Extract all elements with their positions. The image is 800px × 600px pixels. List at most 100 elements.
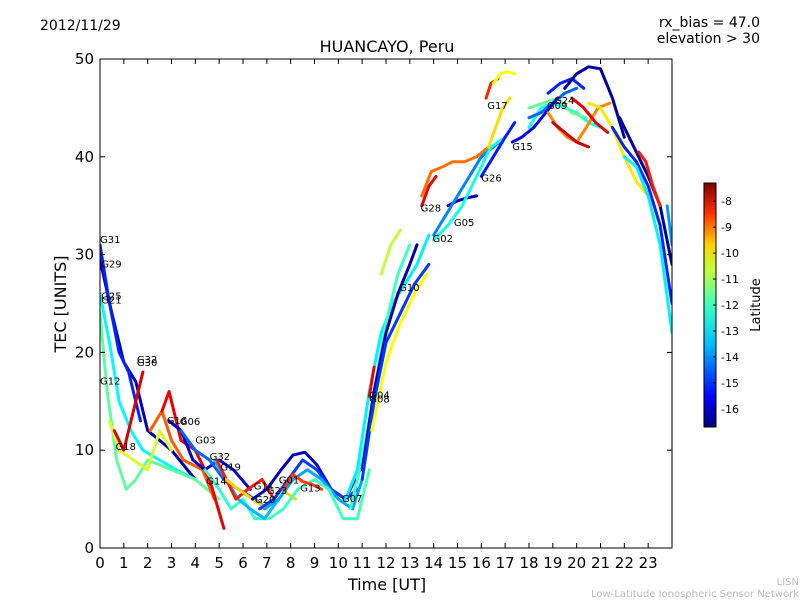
y-tick-label: 50 [75, 50, 94, 68]
series-line-track-04 [100, 311, 221, 501]
series-line-track-48 [622, 155, 672, 335]
elevation-label: elevation > 30 [657, 31, 760, 47]
date-label: 2012/11/29 [40, 18, 121, 34]
satellite-label-g01: G01 [279, 476, 299, 487]
series-line-track-18 [267, 468, 371, 521]
satellite-label-g04: G04 [369, 390, 389, 401]
satellite-label-g09: G09 [547, 101, 567, 112]
series-line-track-27 [420, 145, 490, 198]
series-line-track-16 [258, 458, 359, 511]
colorbar-tick-label: -15 [721, 377, 739, 390]
chart-title: HUANCAYO, Peru [320, 37, 455, 56]
y-axis: 0 10 20 30 40 50 [75, 50, 672, 557]
satellite-label-g06: G06 [180, 417, 200, 428]
satellite-label-g03: G03 [195, 435, 215, 446]
satellite-label-g13: G13 [300, 483, 320, 494]
series-line-track-11 [203, 468, 269, 521]
series-line-track-28 [420, 174, 438, 208]
satellite-label-g32: G32 [137, 355, 157, 366]
x-tick-label: 16 [472, 554, 491, 572]
series-line-track-49 [637, 150, 662, 208]
x-tick-label: 14 [424, 554, 443, 572]
x-tick-label: 19 [543, 554, 562, 572]
colorbar-label: Latitude [749, 278, 764, 332]
x-tick-label: 21 [591, 554, 610, 572]
series-line-track-47 [610, 126, 672, 305]
series-line-track-46 [618, 116, 672, 266]
x-axis: 0 1 2 3 4 5 6 7 8 9 10 11 12 13 14 15 16 17 18 19 20 21 22 23 [95, 59, 658, 572]
x-tick-label: 3 [167, 554, 177, 572]
rx-bias-label: rx_bias = 47.0 [659, 15, 760, 31]
satellite-label-g32: G32 [210, 452, 230, 463]
satellite-label-g28: G28 [421, 204, 441, 215]
x-tick-label: 1 [119, 554, 129, 572]
y-tick-label: 20 [75, 343, 94, 361]
series-line-track-05 [108, 419, 173, 472]
x-tick-label: 7 [262, 554, 272, 572]
series-line-track-50 [665, 204, 672, 247]
series-line-track-26 [367, 365, 376, 398]
series-line-track-31 [432, 135, 507, 242]
x-tick-label: 11 [353, 554, 372, 572]
x-tick-label: 0 [95, 554, 105, 572]
satellite-label-g02: G02 [433, 234, 453, 245]
series-line-track-40 [546, 77, 586, 95]
x-tick-label: 6 [238, 554, 248, 572]
colorbar-tick-label: -14 [721, 351, 739, 364]
x-tick-label: 10 [329, 554, 348, 572]
satellite-label-g29: G29 [101, 259, 121, 270]
colorbar-tick-label: -9 [721, 221, 732, 234]
satellite-label-g24: G24 [554, 96, 574, 107]
footer-lisn: LISN [777, 577, 799, 588]
series-line-track-03 [100, 292, 197, 481]
colorbar-tick-label: -8 [721, 195, 732, 208]
series-line-track-43 [551, 121, 591, 149]
y-tick-label: 0 [84, 539, 94, 557]
x-tick-label: 5 [214, 554, 224, 572]
series-line-track-02 [100, 243, 142, 423]
series-line-track-33 [487, 96, 512, 149]
x-tick-label: 9 [310, 554, 320, 572]
series-line-track-19 [282, 473, 324, 491]
satellite-label-g15: G15 [512, 142, 532, 153]
series-line-track-24 [370, 272, 428, 433]
satellite-label-g12: G12 [100, 377, 120, 388]
series-line-track-07 [148, 409, 216, 501]
series-line-track-44 [570, 96, 610, 134]
colorbar-ticks: -8 -9 -10 -11 -12 -13 -14 -15 -16 [713, 195, 739, 416]
series-line-track-25 [379, 228, 402, 276]
x-tick-label: 2 [143, 554, 153, 572]
satellite-label-g11: G11 [254, 481, 274, 492]
series-layer [100, 65, 672, 530]
satellite-label-g16: G16 [167, 416, 187, 427]
x-tick-label: 23 [639, 554, 658, 572]
satellite-label-layer: G31G29G25G21G12G32G30G18G16G06G03G32G19G… [100, 96, 574, 506]
satellite-label-g17: G17 [487, 101, 507, 112]
x-tick-label: 12 [376, 554, 395, 572]
satellite-label-g18: G18 [116, 442, 136, 453]
colorbar-tick-label: -13 [721, 325, 739, 338]
satellite-label-g25: G25 [101, 292, 121, 303]
series-line-track-06 [112, 370, 145, 452]
satellite-label-g31: G31 [100, 235, 120, 246]
footer-network: Low-Latitude Ionospheric Sensor Network [591, 589, 799, 600]
satellite-label-g05: G05 [454, 218, 474, 229]
y-tick-label: 30 [75, 246, 94, 264]
satellite-label-g21: G21 [101, 296, 121, 307]
satellite-label-g20: G20 [255, 495, 275, 506]
x-tick-label: 4 [191, 554, 201, 572]
colorbar-tick-label: -12 [721, 299, 739, 312]
y-tick-label: 40 [75, 148, 94, 166]
series-line-track-32 [479, 121, 517, 178]
series-line-track-23 [360, 262, 431, 481]
satellite-label-g10: G10 [399, 283, 419, 294]
satellite-label-g08: G08 [369, 394, 389, 405]
x-axis-label: Time [UT] [347, 575, 426, 594]
series-line-track-35 [491, 70, 517, 85]
satellite-label-g14: G14 [206, 476, 226, 487]
x-tick-label: 13 [400, 554, 419, 572]
satellite-label-g07: G07 [342, 494, 362, 505]
x-tick-label: 8 [286, 554, 296, 572]
satellite-label-g30: G30 [137, 358, 157, 369]
